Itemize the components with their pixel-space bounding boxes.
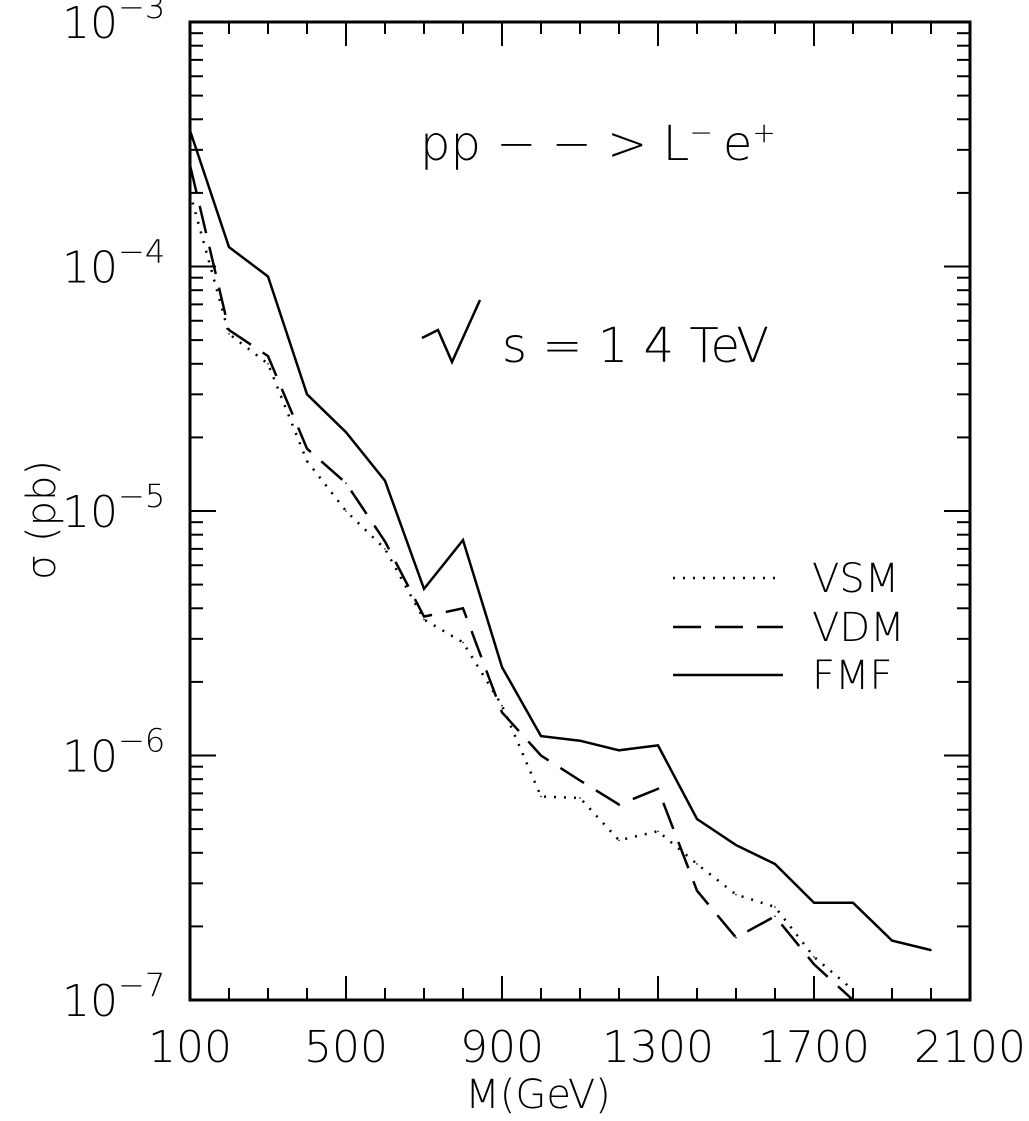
data-point-vsm: [735, 893, 737, 896]
process-e: e: [723, 116, 753, 172]
data-point-fmf: [891, 939, 893, 942]
data-point-vdm: [657, 788, 659, 790]
process-annotation: pp − − > L− e+: [420, 116, 776, 172]
legend-vdm-label: VDM: [812, 605, 905, 651]
legend: VSM VDM FMF: [673, 556, 905, 699]
data-point-fmf: [501, 666, 503, 668]
data-point-vsm: [774, 906, 776, 908]
series-layer: [188, 129, 932, 1001]
y-tick-exponent: −5: [118, 477, 165, 515]
data-point-vdm: [696, 889, 698, 892]
process-text: pp − − > L: [420, 116, 689, 172]
data-point-fmf: [462, 539, 464, 541]
data-point-vdm: [618, 803, 620, 806]
sqrt-symbol: [421, 299, 482, 366]
legend-vsm-label: VSM: [812, 556, 899, 602]
data-point-fmf: [618, 749, 620, 752]
y-tick-labels: 10−310−410−510−610−7: [62, 0, 165, 1027]
y-tick-base: 10: [62, 0, 118, 49]
y-tick-base: 10: [62, 732, 118, 783]
data-point-fmf: [735, 844, 737, 846]
x-tick-label: 500: [304, 1022, 388, 1073]
data-point-vsm: [657, 830, 659, 833]
data-point-vsm: [189, 192, 191, 194]
data-point-vsm: [462, 641, 464, 644]
process-sup2: +: [752, 116, 775, 149]
y-tick-exponent: −4: [118, 233, 165, 271]
y-tick-exponent: −7: [118, 966, 165, 1004]
data-point-vdm: [774, 915, 776, 918]
legend-fmf-label: FMF: [812, 653, 893, 699]
x-axis-title: M(GeV): [465, 1072, 611, 1118]
data-point-vdm: [384, 540, 386, 543]
y-tick-exponent: −6: [118, 722, 165, 760]
data-point-vdm: [501, 711, 503, 714]
data-point-vdm: [579, 779, 581, 782]
data-point-fmf: [657, 744, 659, 747]
data-point-fmf: [189, 129, 191, 132]
data-point-vsm: [618, 839, 620, 842]
data-point-fmf: [345, 431, 347, 434]
y-tick-label: 10−6: [62, 722, 165, 783]
data-point-vsm: [540, 795, 542, 798]
data-point-vsm: [345, 510, 347, 512]
data-point-vsm: [579, 797, 581, 799]
data-point-fmf: [306, 393, 308, 396]
data-point-vsm: [228, 333, 230, 335]
data-point-vdm: [735, 936, 737, 939]
data-point-vsm: [696, 863, 698, 865]
data-point-vdm: [306, 447, 308, 450]
data-point-vdm: [540, 754, 542, 757]
data-point-vdm: [189, 164, 191, 166]
data-point-vsm: [852, 989, 854, 991]
y-tick-label: 10−3: [62, 0, 165, 49]
data-point-vdm: [345, 482, 347, 484]
data-point-fmf: [267, 275, 269, 278]
series-line-fmf: [188, 130, 932, 952]
minor-ticks: [190, 22, 970, 1000]
energy-annotation: s = 1 4 TeV: [502, 318, 769, 374]
data-point-fmf: [930, 949, 932, 951]
data-point-fmf: [228, 246, 230, 248]
y-tick-base: 10: [62, 976, 118, 1027]
data-point-vdm: [228, 329, 230, 331]
x-tick-labels: 100 500 900 1300 1700 2100: [148, 1022, 1026, 1073]
data-point-fmf: [423, 588, 425, 590]
data-point-vsm: [501, 704, 503, 707]
y-tick-base: 10: [62, 487, 118, 538]
data-point-fmf: [540, 735, 542, 737]
y-tick-base: 10: [62, 243, 118, 294]
y-axis-title: σ (pb): [19, 460, 65, 580]
data-point-fmf: [579, 739, 581, 742]
data-point-vdm: [462, 607, 464, 610]
data-point-fmf: [813, 901, 815, 904]
data-point-vdm: [852, 999, 854, 1001]
y-tick-exponent: −3: [118, 0, 165, 26]
x-tick-label: 1700: [758, 1022, 870, 1073]
data-point-vdm: [423, 615, 425, 618]
data-point-vsm: [384, 548, 386, 550]
major-ticks: [189, 22, 971, 1001]
process-sup1: −: [689, 116, 712, 149]
data-point-vsm: [813, 956, 815, 958]
data-point-vdm: [267, 355, 269, 357]
y-tick-label: 10−4: [62, 233, 165, 294]
x-tick-label: 900: [460, 1022, 544, 1073]
data-point-fmf: [384, 479, 386, 482]
data-point-fmf: [852, 901, 854, 904]
x-tick-label: 2100: [914, 1022, 1026, 1073]
data-point-vsm: [423, 618, 425, 621]
data-point-fmf: [696, 818, 698, 820]
data-point-vsm: [267, 362, 269, 365]
series-line-vsm: [188, 192, 854, 991]
data-point-fmf: [774, 863, 776, 865]
x-tick-label: 100: [148, 1022, 232, 1073]
x-tick-label: 1300: [602, 1022, 714, 1073]
y-tick-label: 10−7: [62, 966, 165, 1027]
y-tick-label: 10−5: [62, 477, 165, 538]
data-point-vdm: [813, 963, 815, 966]
data-point-vsm: [306, 460, 308, 462]
series-line-vdm: [188, 164, 854, 1001]
